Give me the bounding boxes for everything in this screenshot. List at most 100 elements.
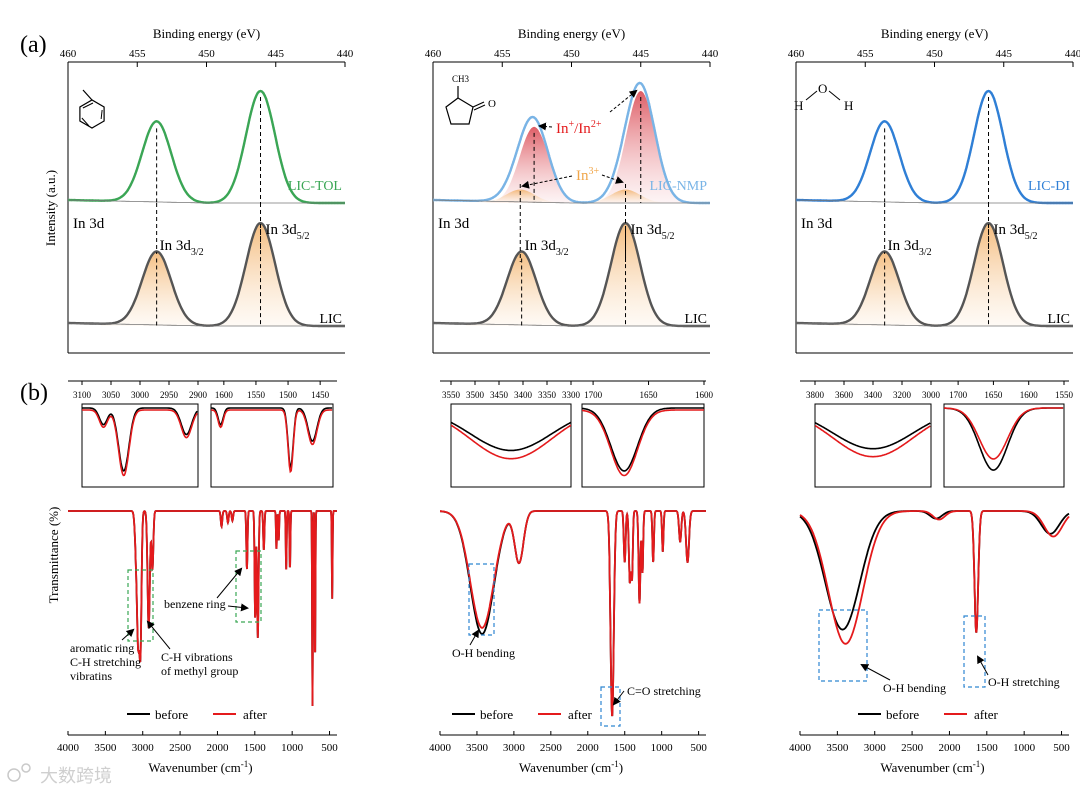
inset-before-line [451, 421, 571, 452]
x-tick-label: 3000 [503, 742, 526, 754]
inset-box [81, 403, 199, 488]
x-axis-title: Wavenumber (cm-1) [880, 759, 984, 775]
inset-tick-label: 1500 [279, 390, 298, 400]
lower-peak-fill [101, 250, 211, 326]
aromatic-highlight-box [127, 569, 154, 642]
x-axis-title: Binding energy (eV) [518, 26, 625, 41]
in12-sup1: + [569, 119, 575, 130]
in3-sup: 3+ [589, 166, 600, 177]
y-axis-title: Intensity (a.u.) [43, 170, 58, 246]
oh-bending-highlight-box [468, 563, 495, 636]
in3d52-subscript: 5/2 [1025, 231, 1038, 242]
water-molecule-icon: HOH [794, 81, 853, 113]
inset-before-line [82, 407, 198, 472]
inset-tick-label: 3450 [490, 390, 509, 400]
x-tick-label: 3000 [864, 742, 887, 754]
inset-after-line [815, 424, 931, 458]
x-tick-label: 500 [321, 742, 338, 754]
oh-bending-arrow [860, 664, 891, 681]
x-tick-label: 3500 [826, 742, 849, 754]
inset-tick-label: 1550 [1055, 390, 1074, 400]
oxygen-atom: O [818, 81, 827, 96]
lower-peak-fill [933, 223, 1043, 326]
in3-arrow-left [521, 175, 573, 189]
spectrum-after-line [799, 510, 1070, 645]
inset-tick-label: 1600 [1020, 390, 1039, 400]
double-bond [100, 109, 103, 120]
x-tick-label: 4000 [789, 742, 812, 754]
upper-series-label: LIC-TOL [288, 179, 342, 194]
x-tick-label: 500 [690, 742, 707, 754]
x-tick-label: 3000 [132, 742, 155, 754]
x-tick-label: 445 [268, 48, 285, 60]
oh-bending-highlight-box [818, 609, 868, 682]
inset-tick-label: 1650 [640, 390, 659, 400]
carbonyl-double-bond [473, 104, 486, 111]
x-axis-title-end: ) [248, 760, 252, 775]
lower-background-line [796, 322, 1073, 327]
in12-arrow-right [609, 89, 638, 113]
oh-bending-annotation: O-H bending [452, 646, 515, 660]
x-tick-label: 460 [425, 48, 442, 60]
upper-background-line [68, 199, 345, 204]
lower-background-line [433, 322, 710, 327]
xps-panel-tol: 460 455 450 445 440 Binding energy (eV) Intens… [43, 26, 354, 354]
in3d52-label: In 3d5/2 [994, 222, 1038, 242]
upper-series-label: LIC-DI [1028, 179, 1070, 194]
oh-bond-left [805, 90, 818, 101]
inset-tick-label: 3400 [514, 390, 533, 400]
inset-before-line [211, 407, 333, 469]
in3d-label: In 3d [73, 216, 105, 232]
spectrum-after-line [440, 510, 706, 717]
ftir-panel-tol: 4000 3500 3000 2500 2000 1500 1000 500 Wavenumbe… [46, 380, 338, 775]
watermark-logo-icon [7, 768, 21, 782]
inset-box [581, 403, 705, 488]
inset-after-line [451, 424, 571, 460]
xps-panel-nmp: 460 455 450 445 440 Binding energy (eV) LIC LIC… [425, 26, 719, 354]
x-tick-label: 2500 [169, 742, 192, 754]
oh-stretching-highlight-box [963, 615, 986, 688]
aromatic-annotation-line: C-H stretching [70, 655, 141, 669]
oh-stretching-arrow [977, 655, 989, 676]
inset-after-line [211, 409, 333, 474]
benzene-annotation: benzene ring [164, 597, 226, 611]
x-tick-label: 2000 [938, 742, 961, 754]
double-bond [82, 102, 94, 109]
x-tick-label: 450 [198, 48, 215, 60]
inset-after-line [582, 409, 704, 477]
x-tick-label: 1000 [1013, 742, 1036, 754]
x-tick-label: 2500 [540, 742, 563, 754]
hydrogen-atom-right: H [844, 98, 853, 113]
aromatic-arrow [121, 628, 135, 641]
oh-bending-annotation: O-H bending [883, 681, 946, 695]
inset-tick-label: 3200 [893, 390, 912, 400]
aromatic-annotation-line: vibratins [70, 669, 112, 683]
x-axis-title-end: ) [980, 760, 984, 775]
oh-bending-arrow [469, 629, 479, 646]
methyl-annotation-line: C-H vibrations [161, 650, 233, 664]
upper-peak-fill-in12 [478, 126, 589, 203]
methyl-bond [82, 89, 93, 101]
watermark-logo-dot-icon [21, 763, 31, 773]
legend-before-label: before [480, 707, 513, 722]
lower-background-line [68, 322, 345, 327]
lower-peak-fill [466, 250, 576, 326]
x-tick-label: 3500 [466, 742, 489, 754]
inset-tick-label: 1550 [247, 390, 266, 400]
oh-bond-right [828, 90, 841, 101]
double-bond [81, 117, 90, 127]
upper-peak-fill-in12 [585, 91, 695, 203]
x-axis-title: Wavenumber (cm-1) [148, 759, 252, 775]
benzene-highlight-box [235, 550, 262, 623]
in3d32-subscript: 3/2 [191, 247, 204, 258]
legend-after-label: after [243, 707, 267, 722]
inset-tick-label: 1600 [695, 390, 714, 400]
legend-after-label: after [568, 707, 592, 722]
x-axis-title: Binding energy (eV) [881, 26, 988, 41]
x-tick-label: 440 [702, 48, 719, 60]
methyl-arrow [146, 620, 171, 650]
x-tick-label: 3500 [94, 742, 117, 754]
x-axis-title-superscript: -1 [241, 759, 249, 769]
inset-after-line [944, 407, 1064, 460]
panel-label-a: (a) [20, 32, 47, 58]
